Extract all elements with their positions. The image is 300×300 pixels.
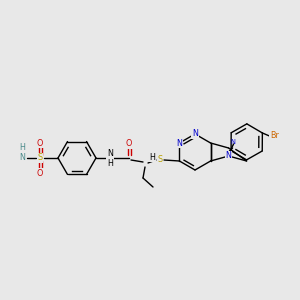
Text: N: N xyxy=(176,139,182,148)
Text: S: S xyxy=(38,154,43,163)
Text: Br: Br xyxy=(270,131,279,140)
Text: O: O xyxy=(126,140,132,148)
Text: H: H xyxy=(107,158,113,167)
Text: H: H xyxy=(19,143,25,152)
Text: H: H xyxy=(149,152,155,161)
Text: N: N xyxy=(230,139,235,145)
Text: S: S xyxy=(158,155,163,164)
Text: O: O xyxy=(37,139,43,148)
Text: N: N xyxy=(192,130,198,139)
Text: O: O xyxy=(37,169,43,178)
Text: N: N xyxy=(19,154,25,163)
Text: N: N xyxy=(107,149,113,158)
Text: N: N xyxy=(226,152,232,160)
